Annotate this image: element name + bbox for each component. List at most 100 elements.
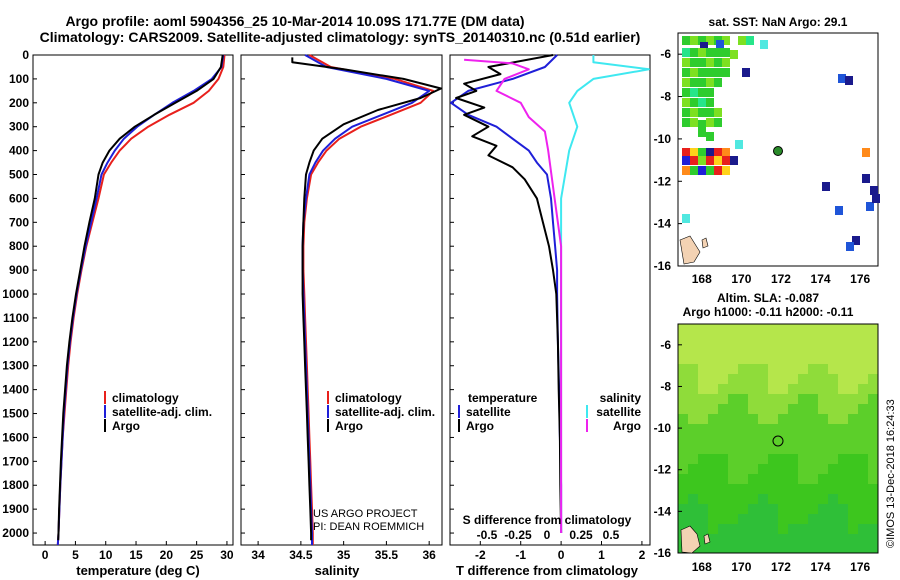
sla-cell [848,344,858,354]
salinity-panel-frame [240,54,443,546]
sla-cell [728,474,738,484]
sla-cell [768,534,778,544]
sla-cell [678,494,688,504]
sst-cell [846,242,854,251]
sla-cell [728,324,738,334]
sla-cell [808,484,818,494]
sst-cell [852,236,860,245]
legend-swatch-climatology [104,391,106,404]
sst-cell [698,68,706,77]
sla-cell [868,404,878,414]
s-tick-label: -0.5 [477,528,498,542]
sla-cell [788,454,798,464]
sla-cell [738,444,748,454]
temperature-argo-line [57,54,224,541]
sla-cell [868,384,878,394]
sla-cell [738,474,748,484]
sla-cell [768,494,778,504]
difference-xlabel: T difference from climatology [456,563,639,578]
sla-cell [758,504,768,514]
x-tick-label: 10 [99,548,113,562]
x-tick-label: 34.5 [289,548,313,562]
sla-cell [798,434,808,444]
sla-cell [808,494,818,504]
map-y-tick-label: -8 [660,90,671,104]
x-tick-label: 35 [337,548,351,562]
sla-cell [688,324,698,334]
sla-cell [778,494,788,504]
sla-cell [778,324,788,334]
sla-cell [778,384,788,394]
sla-cell [748,354,758,364]
credit-project: US ARGO PROJECT [313,508,418,520]
sla-cell [868,394,878,404]
sla-cell [708,434,718,444]
sst-cell [706,132,714,141]
sla-cell [728,394,738,404]
sla-cell [828,484,838,494]
sla-cell [688,364,698,374]
figure-title-line1: Argo profile: aoml 5904356_25 10-Mar-201… [65,13,524,29]
sla-cell [838,434,848,444]
sst-cell [706,108,714,117]
map-x-tick-label: 174 [811,272,831,286]
sla-cell [688,344,698,354]
x-tick-label: 5 [72,548,79,562]
sla-cell [818,504,828,514]
sla-cell [858,474,868,484]
sla-cell [858,384,868,394]
sla-cell [748,414,758,424]
sla-cell [808,434,818,444]
map-x-tick-label: 176 [850,560,870,574]
s-tick-label: 0 [544,528,551,542]
sla-cell [688,454,698,464]
sla-cell [848,534,858,544]
sla-cell [728,334,738,344]
sla-cell [758,394,768,404]
sst-map-yticks: -6 -8 -10 -12 -14 -16 [654,47,682,273]
sla-cell [718,384,728,394]
sla-cell [788,394,798,404]
sla-cell [748,344,758,354]
sla-cell [768,524,778,534]
sla-cell [778,374,788,384]
sla-cell [758,424,768,434]
sla-cell [698,454,708,464]
sla-cell [698,344,708,354]
sla-cell [868,524,878,534]
sla-cell [728,524,738,534]
sst-cell [706,156,714,165]
sla-cell [738,524,748,534]
sla-cell [748,384,758,394]
sla-cell [838,514,848,524]
sla-cell [698,424,708,434]
sla-cell [678,514,688,524]
sst-cell [722,58,730,67]
sla-cell [788,334,798,344]
sla-cell [798,404,808,414]
sla-cell [858,354,868,364]
difference-xticks: -2 -1 0 1 2 [475,541,646,562]
sla-cell [838,404,848,414]
sla-cell [798,364,808,374]
sla-cell [758,524,768,534]
sla-cell [718,374,728,384]
sla-cell [688,464,698,474]
sst-map-cells [682,36,880,251]
sst-cell [870,186,878,195]
sla-cell [848,434,858,444]
sst-cell [714,156,722,165]
sla-cell [848,334,858,344]
sla-cell [838,384,848,394]
sla-cell [718,524,728,534]
sla-cell [808,474,818,484]
sla-cell [818,444,828,454]
sla-cell [758,324,768,334]
sla-cell [798,474,808,484]
sla-cell [708,484,718,494]
sla-cell [758,474,768,484]
sla-cell [708,424,718,434]
sla-cell [798,444,808,454]
sst-cell [682,48,690,57]
sla-cell [738,414,748,424]
